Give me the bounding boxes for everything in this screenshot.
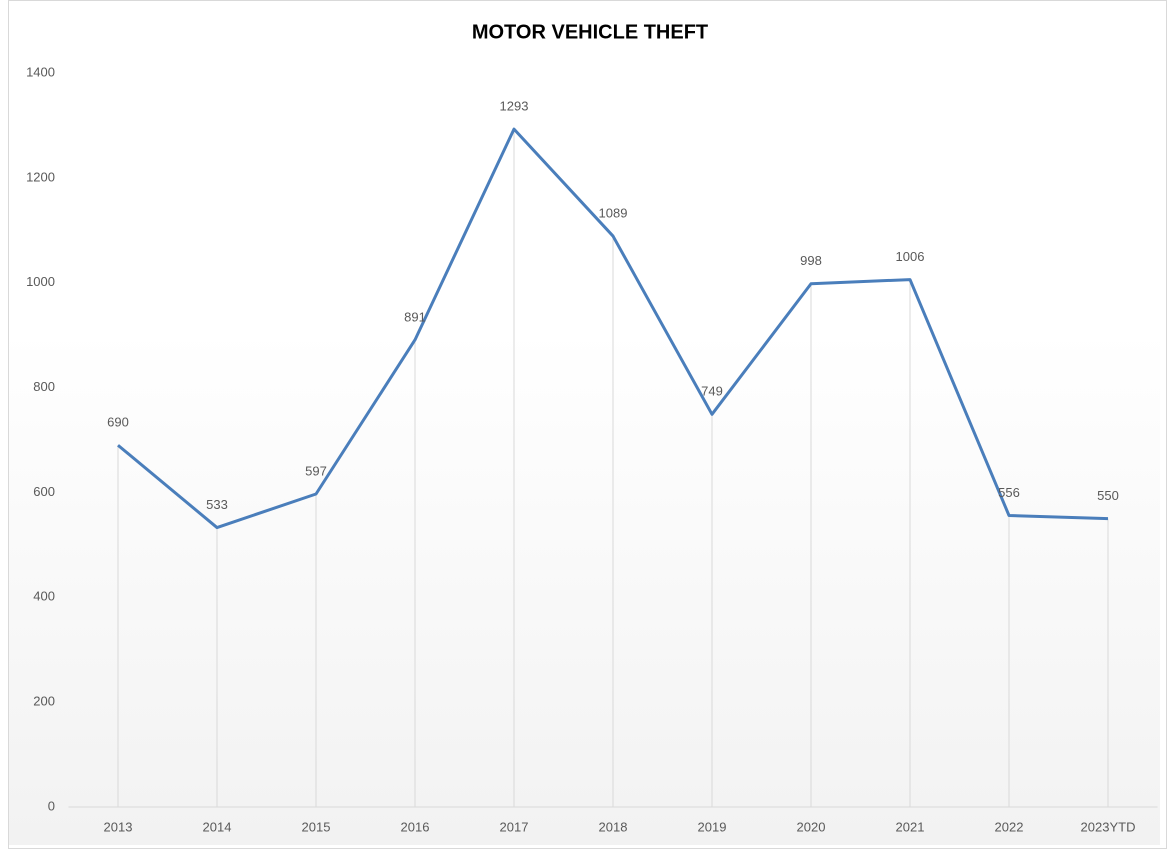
data-line <box>117 127 1109 530</box>
x-tick-label: 2015 <box>302 819 331 834</box>
data-label: 533 <box>206 497 228 512</box>
y-tick-label: 200 <box>33 694 55 709</box>
y-tick-label: 1000 <box>26 274 55 289</box>
data-label: 556 <box>998 485 1020 500</box>
data-label: 1089 <box>599 205 628 220</box>
x-tick-label: 2023YTD <box>1081 819 1136 834</box>
data-label: 749 <box>701 384 723 399</box>
y-tick-label: 400 <box>33 589 55 604</box>
x-tick-label: 2014 <box>203 819 232 834</box>
x-tick-label: 2019 <box>698 819 727 834</box>
chart-border <box>8 0 1167 849</box>
y-tick-label: 600 <box>33 484 55 499</box>
x-tick-label: 2021 <box>896 819 925 834</box>
data-label: 690 <box>107 415 129 430</box>
data-label: 1006 <box>896 249 925 264</box>
x-tick-label: 2018 <box>599 819 628 834</box>
x-tick-label: 2013 <box>104 819 133 834</box>
x-tick-label: 2020 <box>797 819 826 834</box>
data-label: 597 <box>305 463 327 478</box>
x-tick-label: 2022 <box>995 819 1024 834</box>
y-tick-label: 800 <box>33 379 55 394</box>
data-label: 891 <box>404 309 426 324</box>
y-tick-label: 0 <box>48 798 55 813</box>
chart-title: MOTOR VEHICLE THEFT <box>472 21 708 43</box>
data-label: 1293 <box>500 99 529 114</box>
y-tick-label: 1400 <box>26 64 55 79</box>
data-label: 998 <box>800 253 822 268</box>
plot-background <box>8 330 1160 845</box>
y-tick-label: 1200 <box>26 169 55 184</box>
x-tick-label: 2017 <box>500 819 529 834</box>
data-label: 550 <box>1097 488 1119 503</box>
x-tick-label: 2016 <box>401 819 430 834</box>
